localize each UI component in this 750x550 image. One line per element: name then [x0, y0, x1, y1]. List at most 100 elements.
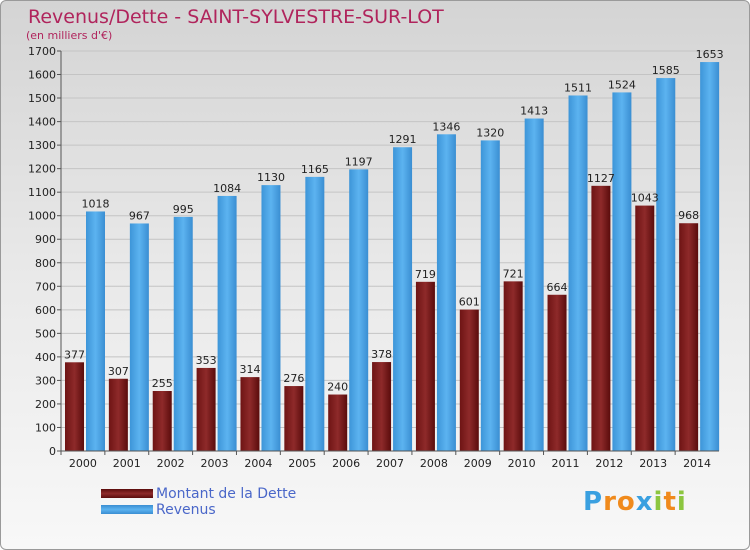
revenus-bar-2014 [700, 62, 720, 451]
debt-bar-label: 968 [678, 209, 699, 222]
y-tick-label: 600 [35, 304, 56, 317]
x-tick-label: 2006 [332, 457, 360, 470]
debt-bar-label: 353 [196, 354, 217, 367]
revenus-bar-label: 1346 [432, 120, 460, 133]
debt-bar-2006 [328, 394, 348, 451]
y-tick-label: 1100 [28, 186, 56, 199]
x-tick-label: 2007 [376, 457, 404, 470]
revenus-bar-label: 1585 [652, 64, 680, 77]
debt-bar-label: 276 [283, 372, 304, 385]
y-tick-label: 1600 [28, 69, 56, 82]
debt-bar-2009 [459, 309, 479, 451]
debt-bar-label: 1043 [631, 192, 659, 205]
y-tick-label: 800 [35, 257, 56, 270]
y-tick-label: 900 [35, 233, 56, 246]
revenus-bar-2008 [436, 134, 456, 451]
revenus-bar-2013 [656, 78, 676, 451]
revenus-bar-2011 [568, 95, 588, 452]
debt-bar-2002 [152, 391, 172, 451]
revenus-bar-label: 1291 [389, 133, 417, 146]
y-tick-label: 1700 [28, 45, 56, 58]
x-tick-label: 2009 [464, 457, 492, 470]
revenus-bar-2010 [524, 118, 544, 451]
debt-bar-label: 601 [459, 296, 480, 309]
debt-bar-label: 240 [327, 381, 348, 394]
proxiti-logo: Proxiti [583, 487, 687, 517]
logo-letter: i [676, 487, 687, 517]
y-tick-label: 200 [35, 398, 56, 411]
revenus-bar-label: 967 [129, 209, 150, 222]
chart-title: Revenus/Dette - SAINT-SYLVESTRE-SUR-LOT [28, 6, 444, 28]
revenus-bar-2005 [305, 176, 325, 451]
logo-letter: i [653, 487, 664, 517]
debt-bar-label: 307 [108, 365, 129, 378]
x-tick-label: 2004 [244, 457, 272, 470]
chart-subtitle: (en milliers d'€) [26, 29, 113, 42]
revenus-bar-label: 1653 [696, 48, 724, 61]
debt-bar-label: 255 [152, 377, 173, 390]
revenus-bar-2001 [129, 223, 149, 451]
debt-bar-label: 377 [64, 348, 85, 361]
y-tick-label: 500 [35, 327, 56, 340]
y-tick-label: 1000 [28, 210, 56, 223]
x-tick-label: 2000 [69, 457, 97, 470]
y-tick-label: 700 [35, 280, 56, 293]
y-tick-label: 1400 [28, 116, 56, 129]
legend-label-debt: Montant de la Dette [156, 486, 297, 502]
revenus-bar-label: 1524 [608, 78, 636, 91]
legend-swatch-revenus [101, 505, 153, 514]
revenus-bar-label: 1320 [476, 126, 504, 139]
revenus-bar-label: 995 [173, 203, 194, 216]
x-tick-label: 2002 [157, 457, 185, 470]
x-tick-label: 2003 [201, 457, 229, 470]
revenus-bar-label: 1511 [564, 81, 592, 94]
revenus-bar-2012 [612, 92, 632, 451]
x-tick-label: 2001 [113, 457, 141, 470]
axis-layer: 0 100 200 300 400 500 600 700 800 900 1000 1100 1200… [28, 45, 719, 470]
y-tick-label: 0 [49, 445, 56, 458]
revenus-bar-2007 [393, 147, 413, 451]
debt-bar-2007 [372, 362, 392, 451]
logo-letter: r [603, 487, 617, 517]
logo-letter: P [583, 487, 604, 517]
debt-bar-2010 [503, 281, 523, 451]
debt-bar-2011 [547, 294, 567, 451]
y-tick-label: 300 [35, 374, 56, 387]
revenus-bar-label: 1084 [213, 182, 241, 195]
legend-label-revenus: Revenus [156, 502, 216, 518]
revenus-bar-2006 [349, 169, 369, 451]
revenus-bar-2009 [480, 140, 500, 452]
debt-bar-2013 [635, 205, 655, 451]
debt-bar-2003 [196, 367, 216, 451]
label-layer: 377 1018 307 967 255 995 353 1084 314 1130 276 1165… [64, 48, 724, 393]
logo-letter: x [635, 487, 654, 517]
debt-bar-2014 [679, 223, 699, 451]
legend-swatch-debt [101, 489, 153, 498]
debt-bar-label: 314 [239, 363, 260, 376]
revenus-bar-label: 1130 [257, 171, 285, 184]
bar-layer [65, 62, 720, 452]
logo-letter: o [616, 487, 636, 517]
debt-bar-2004 [240, 377, 260, 451]
debt-bar-2005 [284, 386, 304, 451]
revenus-bar-2004 [261, 185, 281, 451]
revenus-bar-label: 1018 [82, 197, 110, 210]
debt-bar-label: 1127 [587, 172, 615, 185]
x-tick-label: 2008 [420, 457, 448, 470]
logo-letter: t [663, 487, 677, 517]
revenus-bar-2000 [86, 211, 105, 451]
revenus-bar-label: 1197 [345, 155, 373, 168]
x-tick-label: 2011 [551, 457, 579, 470]
y-tick-label: 1200 [28, 163, 56, 176]
revenus-bar-2003 [217, 195, 237, 451]
x-tick-label: 2014 [683, 457, 711, 470]
debt-bar-2001 [108, 378, 128, 451]
x-tick-label: 2005 [288, 457, 316, 470]
y-tick-label: 400 [35, 351, 56, 364]
debt-bar-2000 [65, 362, 84, 451]
revenus-bar-2002 [173, 216, 193, 451]
x-tick-label: 2010 [508, 457, 536, 470]
x-tick-label: 2013 [639, 457, 667, 470]
